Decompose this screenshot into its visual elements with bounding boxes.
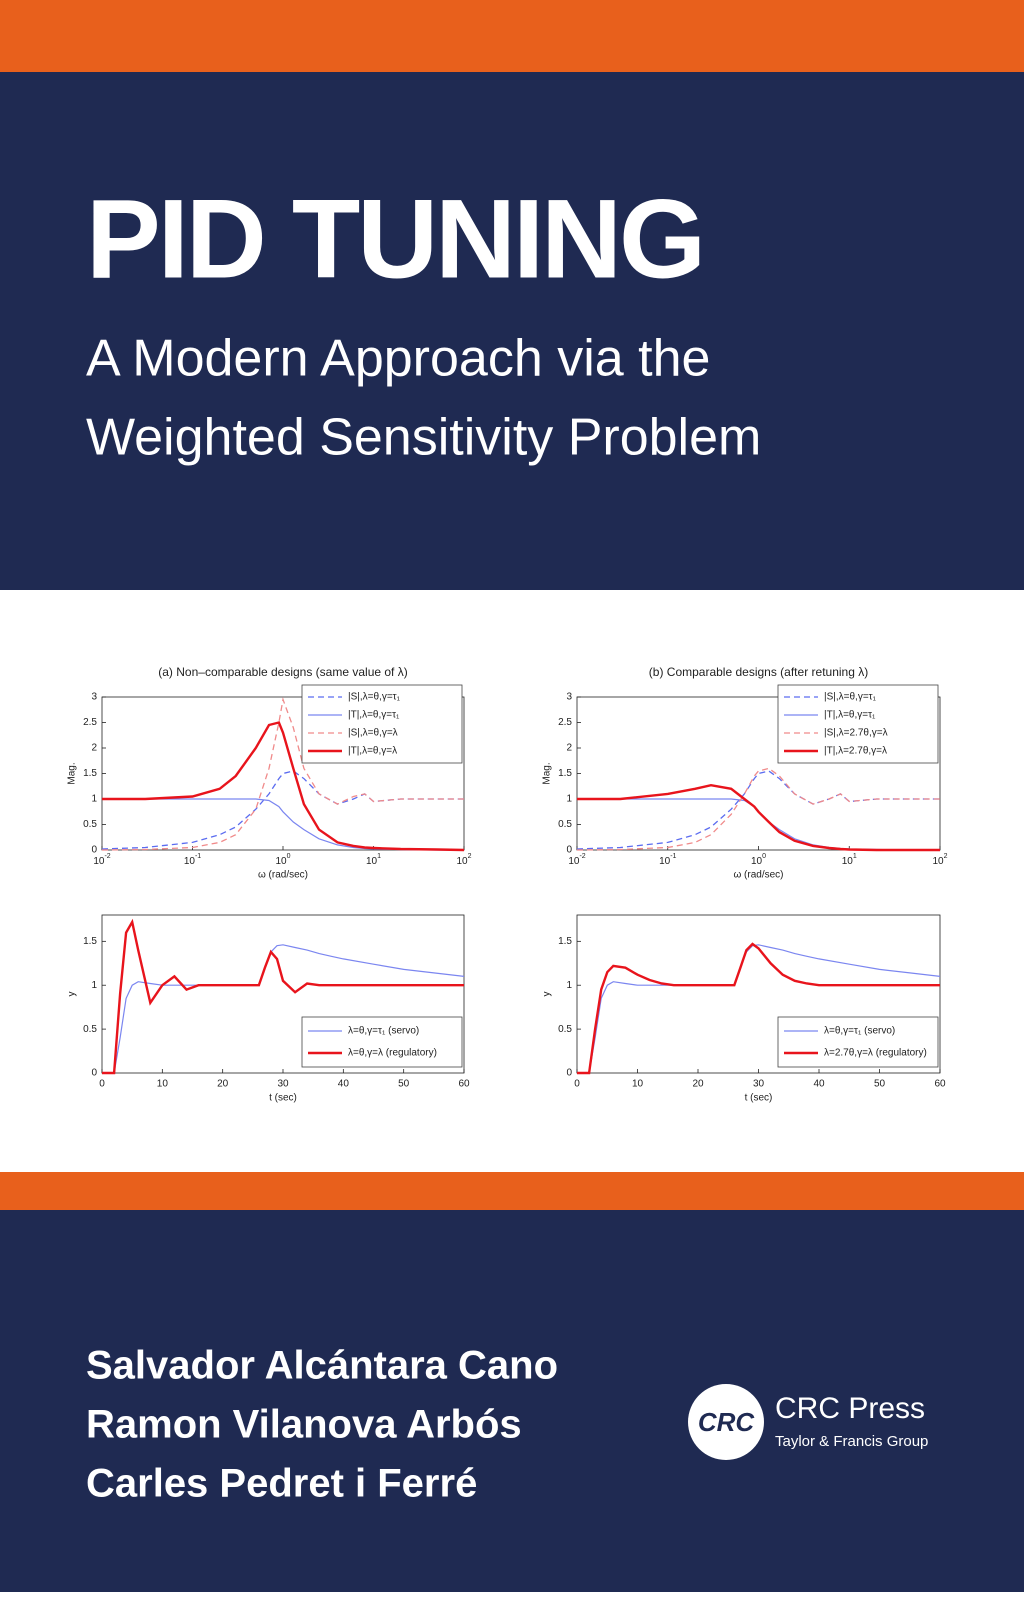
legend-label: λ=θ,γ=τ₁ (servo)	[824, 1026, 895, 1037]
x-tick-label: 10	[157, 1079, 169, 1090]
x-tick-label: 0	[574, 1079, 580, 1090]
data-line	[577, 783, 940, 852]
y-tick-label: 1	[566, 794, 572, 805]
y-tick-label: 2	[91, 743, 97, 754]
legend-box	[777, 1016, 939, 1068]
x-tick-label: 40	[813, 1079, 825, 1090]
x-tick-label: 60	[934, 1079, 946, 1090]
x-tick-label: 40	[338, 1079, 350, 1090]
x-axis-label: t (sec)	[745, 1093, 773, 1104]
legend-label: |S|,λ=θ,γ=τ₁	[824, 692, 877, 703]
y-axis-label: Mag.	[67, 762, 78, 784]
y-tick-label: 1.5	[558, 936, 572, 947]
legend-label: λ=2.7θ,γ=λ (regulatory)	[824, 1048, 927, 1059]
publisher-name: CRC Press	[775, 1392, 925, 1425]
y-axis-label: y	[542, 992, 553, 997]
x-tick-label: 50	[874, 1079, 886, 1090]
y-tick-label: 1	[91, 980, 97, 991]
legend-label: |T|,λ=θ,γ=τ₁	[824, 710, 876, 721]
author-panel	[0, 1210, 1024, 1592]
x-axis-label: ω (rad/sec)	[733, 870, 783, 881]
subtitle: A Modern Approach via the	[86, 330, 710, 388]
x-tick-label: 10	[632, 1079, 644, 1090]
y-tick-label: 0	[566, 845, 572, 856]
legend-label: |S|,λ=θ,γ=τ₁	[348, 692, 401, 703]
x-tick-label: 100	[275, 853, 290, 867]
x-tick-label: 10-2	[568, 853, 585, 867]
data-line	[101, 697, 464, 851]
x-tick-label: 10-1	[184, 853, 201, 867]
data-line	[102, 721, 465, 852]
x-tick-label: 50	[398, 1079, 410, 1090]
x-tick-label: 0	[99, 1079, 105, 1090]
x-tick-label: 100	[751, 853, 766, 867]
x-tick-label: 10-1	[659, 853, 676, 867]
x-axis-label: ω (rad/sec)	[258, 870, 308, 881]
legend-label: |S|,λ=2.7θ,γ=λ	[824, 728, 888, 739]
x-tick-label: 102	[456, 853, 471, 867]
legend-label: λ=θ,γ=λ (regulatory)	[348, 1048, 437, 1059]
y-tick-label: 1.5	[83, 768, 97, 779]
y-tick-label: 0.5	[83, 1024, 97, 1035]
y-tick-label: 0.5	[558, 1024, 572, 1035]
data-line	[576, 767, 940, 851]
chart-title: (a) Non–comparable designs (same value o…	[158, 665, 407, 679]
x-tick-label: 60	[458, 1079, 470, 1090]
y-tick-label: 0	[566, 1068, 572, 1079]
author: Carles Pedret i Ferré	[86, 1462, 477, 1506]
y-tick-label: 1	[566, 980, 572, 991]
y-tick-label: 1.5	[558, 768, 572, 779]
y-tick-label: 0	[91, 845, 97, 856]
x-tick-label: 101	[842, 853, 857, 867]
y-tick-label: 1.5	[83, 936, 97, 947]
author: Salvador Alcántara Cano	[86, 1344, 558, 1388]
x-axis-label: t (sec)	[269, 1093, 297, 1104]
book-title: PID TUNING	[86, 177, 703, 302]
legend-label: |T|,λ=θ,γ=τ₁	[348, 710, 400, 721]
y-tick-label: 1	[91, 794, 97, 805]
y-tick-label: 2.5	[558, 717, 572, 728]
y-axis-label: Mag.	[542, 762, 553, 784]
subtitle: Weighted Sensitivity Problem	[86, 409, 761, 467]
logo-text: CRC	[698, 1407, 756, 1437]
title-panel	[0, 72, 1024, 590]
x-tick-label: 10-2	[93, 853, 110, 867]
y-tick-label: 0.5	[558, 819, 572, 830]
y-axis-label: y	[67, 992, 78, 997]
x-tick-label: 30	[753, 1079, 765, 1090]
x-tick-label: 101	[366, 853, 381, 867]
x-tick-label: 102	[932, 853, 947, 867]
figure-panel	[0, 590, 1024, 1172]
y-tick-label: 3	[566, 692, 572, 703]
publisher-logo	[688, 1384, 764, 1460]
legend-label: |T|,λ=2.7θ,γ=λ	[824, 746, 887, 757]
y-tick-label: 2	[566, 743, 572, 754]
y-tick-label: 0.5	[83, 819, 97, 830]
legend-label: |T|,λ=θ,γ=λ	[348, 746, 397, 757]
y-tick-label: 2.5	[83, 717, 97, 728]
y-tick-label: 0	[91, 1068, 97, 1079]
author: Ramon Vilanova Arbós	[86, 1403, 522, 1447]
legend-box	[301, 1016, 463, 1068]
x-tick-label: 30	[277, 1079, 289, 1090]
data-line	[102, 918, 464, 1075]
publisher-group: Taylor & Francis Group	[775, 1433, 928, 1450]
x-tick-label: 20	[217, 1079, 229, 1090]
data-line	[577, 942, 940, 1075]
top-band	[0, 0, 1024, 72]
legend-label: λ=θ,γ=τ₁ (servo)	[348, 1026, 419, 1037]
chart-title: (b) Comparable designs (after retuning λ…	[649, 665, 868, 679]
x-tick-label: 20	[692, 1079, 704, 1090]
legend-label: |S|,λ=θ,γ=λ	[348, 728, 398, 739]
y-tick-label: 3	[91, 692, 97, 703]
middle-band	[0, 1172, 1024, 1210]
